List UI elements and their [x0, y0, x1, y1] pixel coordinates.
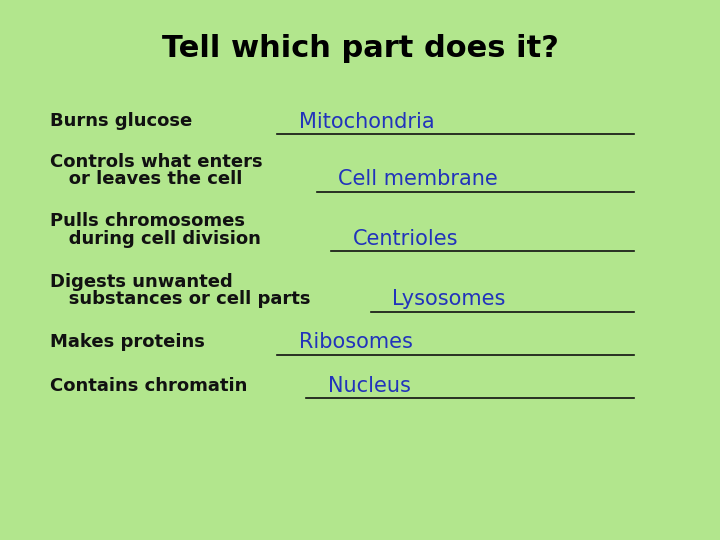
Text: Tell which part does it?: Tell which part does it? — [161, 34, 559, 63]
Text: Lysosomes: Lysosomes — [392, 289, 505, 309]
Text: Cell membrane: Cell membrane — [338, 169, 498, 190]
Text: Controls what enters: Controls what enters — [50, 153, 263, 171]
Text: Burns glucose: Burns glucose — [50, 112, 193, 131]
Text: Pulls chromosomes: Pulls chromosomes — [50, 212, 246, 231]
Text: Makes proteins: Makes proteins — [50, 333, 205, 352]
Text: Nucleus: Nucleus — [328, 375, 410, 396]
Text: Centrioles: Centrioles — [353, 228, 459, 249]
Text: Digests unwanted: Digests unwanted — [50, 273, 233, 291]
Text: or leaves the cell: or leaves the cell — [50, 170, 243, 188]
Text: substances or cell parts: substances or cell parts — [50, 290, 311, 308]
Text: during cell division: during cell division — [50, 230, 261, 248]
Text: Mitochondria: Mitochondria — [299, 111, 434, 132]
Text: Ribosomes: Ribosomes — [299, 332, 413, 353]
Text: Contains chromatin: Contains chromatin — [50, 376, 248, 395]
